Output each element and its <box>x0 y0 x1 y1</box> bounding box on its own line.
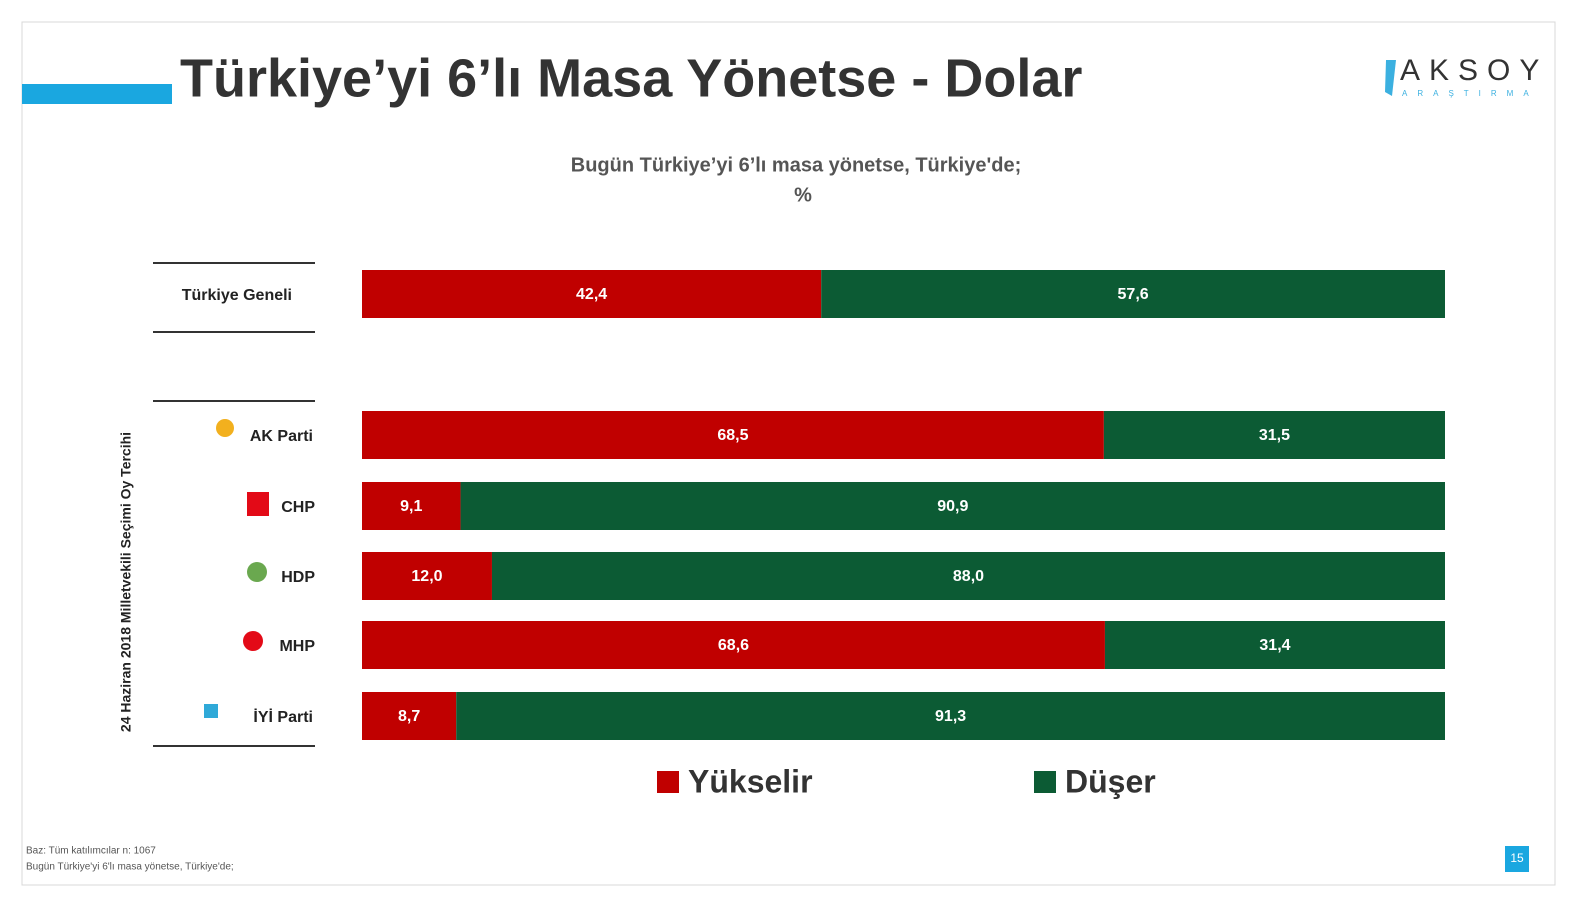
bar-segment <box>460 482 1446 530</box>
value-label: 88,0 <box>953 568 984 585</box>
category-label: İYİ Parti <box>253 708 313 726</box>
page-number: 15 <box>1510 851 1524 865</box>
row-dividers <box>153 262 315 747</box>
value-label: 68,6 <box>718 637 749 654</box>
title: Türkiye’yi 6’lı Masa Yönetse - Dolar <box>180 48 1082 108</box>
legend-label: Düşer <box>1065 763 1156 799</box>
value-label: 90,9 <box>937 498 968 515</box>
akp-icon <box>216 419 234 437</box>
value-label: 8,7 <box>398 708 420 725</box>
mhp-icon <box>243 631 263 651</box>
unit-label: % <box>794 184 812 206</box>
bar-segment <box>1103 411 1445 459</box>
bar-segment <box>456 692 1445 740</box>
group-label: 24 Haziran 2018 Milletvekili Seçimi Oy T… <box>118 432 134 732</box>
value-label: 57,6 <box>1118 286 1149 303</box>
legend-swatch <box>1034 771 1056 793</box>
page-badge <box>1505 846 1529 872</box>
note: Baz: Tüm katılımcılar n: 1067 <box>26 846 156 857</box>
category-label: MHP <box>279 638 315 655</box>
value-label: 12,0 <box>411 568 442 585</box>
category-label: CHP <box>281 499 315 516</box>
party-icons <box>204 419 269 718</box>
value-label: 31,4 <box>1259 637 1290 654</box>
bar-segment <box>362 411 1104 459</box>
bar-segment <box>362 692 457 740</box>
bar-segment <box>362 482 461 530</box>
value-label: 9,1 <box>400 498 422 515</box>
bar-segment <box>362 270 822 318</box>
bar-segment <box>1104 621 1445 669</box>
title-accent <box>22 84 172 104</box>
logo: AKSOY <box>1400 54 1548 87</box>
note: Bugün Türkiye'yi 6'lı masa yönetse, Türk… <box>26 862 234 873</box>
logo-subtitle: ARAŞTIRMA <box>1402 89 1539 98</box>
bar-segment <box>362 621 1105 669</box>
bar-segment <box>821 270 1445 318</box>
value-label: 68,5 <box>717 427 748 444</box>
subtitle: Bugün Türkiye’yi 6’lı masa yönetse, Türk… <box>571 154 1021 176</box>
value-label: 42,4 <box>576 286 607 303</box>
chp-icon <box>247 492 269 516</box>
category-label: Türkiye Geneli <box>182 287 292 304</box>
hdp-icon <box>247 562 267 582</box>
value-label: 91,3 <box>935 708 966 725</box>
bar-segment <box>491 552 1446 600</box>
iyi-icon <box>204 704 218 718</box>
legend-swatch <box>657 771 679 793</box>
logo-mark <box>1385 60 1396 96</box>
category-label: AK Parti <box>250 428 313 445</box>
category-label: HDP <box>281 569 315 586</box>
legend-label: Yükselir <box>688 763 813 799</box>
bar-segment <box>362 552 492 600</box>
value-label: 31,5 <box>1259 427 1290 444</box>
